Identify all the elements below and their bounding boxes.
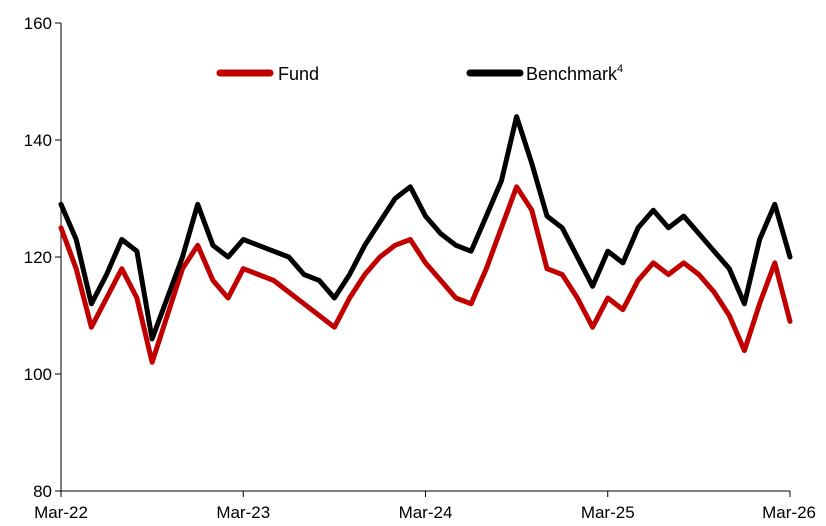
x-tick-label: Mar-23 (216, 503, 270, 522)
legend-label-benchmark-sup: 4 (617, 63, 623, 75)
y-tick-label: 140 (24, 131, 52, 150)
y-tick-label: 80 (33, 482, 52, 501)
y-tick-label: 120 (24, 248, 52, 267)
legend-label-benchmark: Benchmark4 (526, 63, 623, 84)
y-tick-label: 100 (24, 365, 52, 384)
legend-item-benchmark: Benchmark4 (466, 63, 623, 84)
legend-item-fund: Fund (216, 64, 319, 84)
x-ticks: Mar-22 Mar-23 Mar-24 Mar-25 Mar-26 (34, 491, 816, 522)
series-lines (58, 114, 793, 365)
legend-label-benchmark-text: Benchmark (526, 64, 618, 84)
y-ticks: 80 100 120 140 160 (24, 14, 61, 501)
x-tick-label: Mar-24 (399, 503, 453, 522)
x-tick-label: Mar-25 (581, 503, 635, 522)
legend-label-fund: Fund (278, 64, 319, 84)
y-tick-label: 160 (24, 14, 52, 33)
series-line-benchmark (58, 114, 793, 342)
legend: Fund Benchmark4 (216, 63, 623, 84)
x-tick-label: Mar-26 (762, 503, 816, 522)
series-line-fund (58, 184, 793, 365)
x-tick-label: Mar-22 (34, 503, 88, 522)
